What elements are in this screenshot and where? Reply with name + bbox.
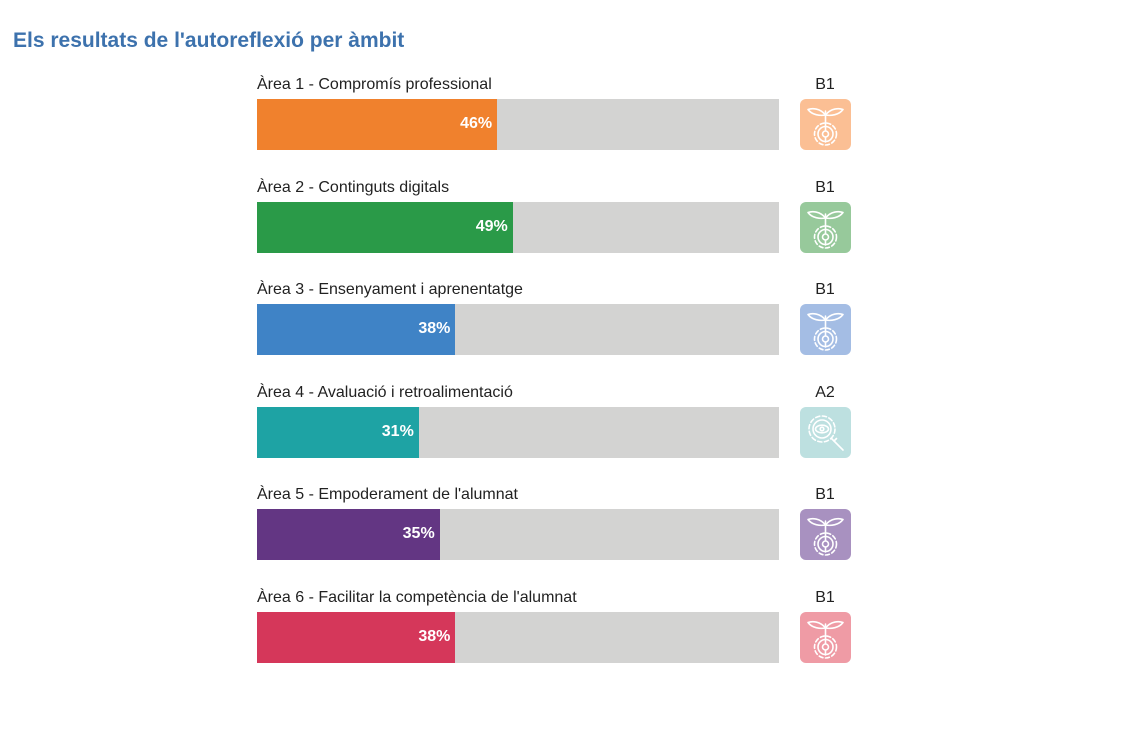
- level-label: B1: [815, 486, 835, 504]
- progress-bar-track: 35%: [257, 509, 779, 561]
- page-title: Els resultats de l'autoreflexió per àmbi…: [13, 29, 405, 52]
- progress-bar-track: 38%: [257, 304, 779, 356]
- progress-bar-fill: 38%: [257, 304, 456, 356]
- progress-bar-fill: 46%: [257, 99, 498, 150]
- level-label: B1: [815, 76, 835, 93]
- sprout-gear-icon: [800, 304, 851, 356]
- sprout-gear-icon: [800, 509, 851, 561]
- area-row: Àrea 1 - Compromís professional 46% B1: [257, 75, 857, 178]
- progress-bar-track: 49%: [257, 201, 779, 253]
- level-label: B1: [815, 281, 835, 299]
- progress-bar-fill: 49%: [257, 201, 513, 253]
- progress-bar-track: 38%: [257, 611, 779, 663]
- area-row: Àrea 2 - Continguts digitals 49% B1: [257, 178, 857, 281]
- percent-value: 35%: [402, 525, 435, 543]
- area-results-list: Àrea 1 - Compromís professional 46% B1 Àrea…: [257, 75, 857, 691]
- percent-value: 38%: [418, 627, 451, 645]
- percent-value: 46%: [460, 115, 493, 132]
- progress-bar-fill: 35%: [257, 509, 440, 561]
- area-label: Àrea 1 - Compromís professional: [257, 76, 492, 93]
- area-row: Àrea 5 - Empoderament de l'alumnat 35% B1: [257, 485, 857, 588]
- area-label: Àrea 6 - Facilitar la competència de l'a…: [257, 588, 577, 606]
- sprout-gear-icon: [800, 99, 851, 150]
- area-label: Àrea 5 - Empoderament de l'alumnat: [257, 486, 518, 504]
- percent-value: 38%: [418, 320, 451, 338]
- sprout-gear-icon: [800, 201, 851, 253]
- area-label: Àrea 2 - Continguts digitals: [257, 178, 450, 196]
- level-label: B1: [815, 178, 835, 196]
- progress-bar-fill: 38%: [257, 611, 456, 663]
- progress-bar-track: 31%: [257, 406, 779, 458]
- progress-bar-fill: 31%: [257, 406, 419, 458]
- area-row: Àrea 3 - Ensenyament i aprenentatge 38% B1: [257, 280, 857, 383]
- percent-value: 49%: [475, 217, 508, 235]
- area-row: Àrea 6 - Facilitar la competència de l'a…: [257, 588, 857, 691]
- percent-value: 31%: [381, 422, 414, 440]
- gear-magnifier-icon: [800, 406, 851, 458]
- area-label: Àrea 4 - Avaluació i retroalimentació: [257, 383, 513, 401]
- area-row: Àrea 4 - Avaluació i retroalimentació 31%…: [257, 383, 857, 486]
- sprout-gear-icon: [800, 611, 851, 663]
- area-label: Àrea 3 - Ensenyament i aprenentatge: [257, 281, 523, 299]
- level-label: A2: [815, 383, 835, 401]
- progress-bar-track: 46%: [257, 99, 779, 150]
- level-label: B1: [815, 588, 835, 606]
